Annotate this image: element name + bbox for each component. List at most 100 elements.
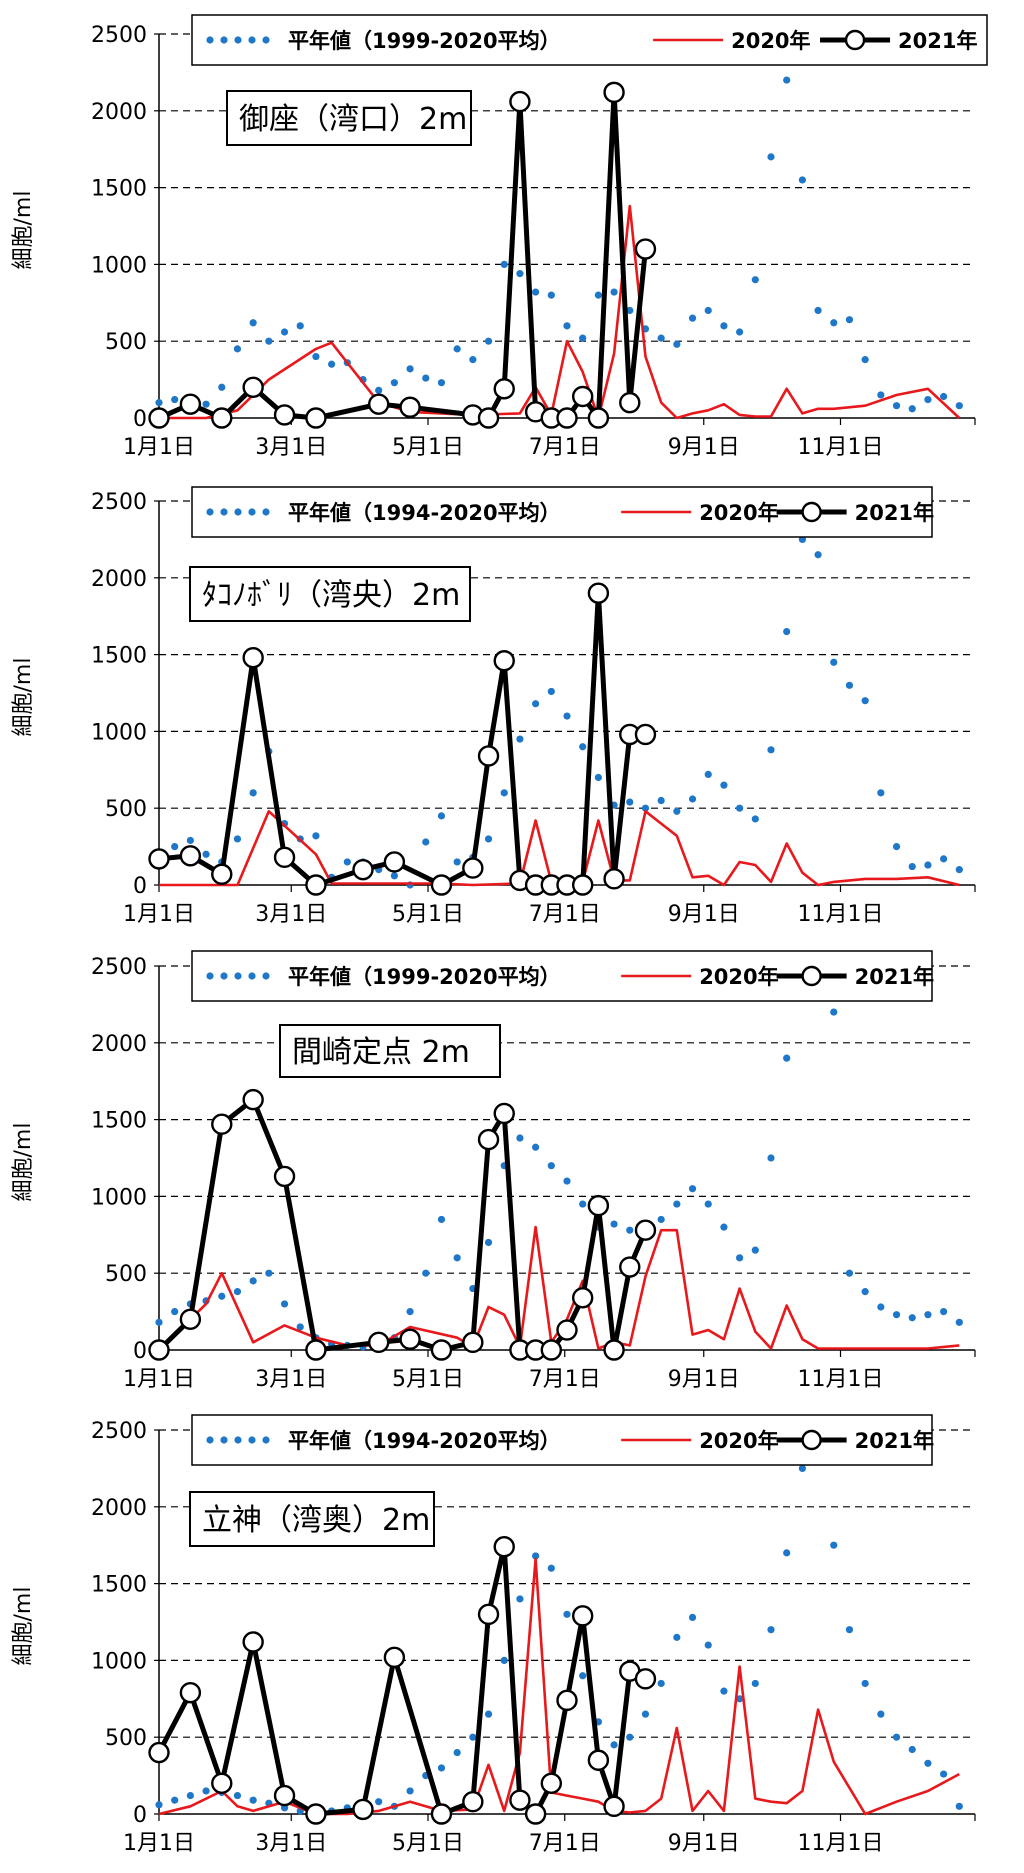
normal-year-point	[940, 1308, 948, 1316]
legend-label: 2020年	[731, 29, 810, 53]
normal-year-point	[704, 1200, 712, 1208]
legend-swatch-normal	[220, 508, 228, 516]
series-2021-marker	[273, 1165, 296, 1188]
normal-year-point	[657, 1679, 665, 1688]
normal-year-point	[532, 700, 540, 708]
normal-year-point	[845, 316, 854, 324]
normal-year-point	[202, 850, 210, 858]
series-3	[148, 1088, 657, 1361]
series-2021-marker	[352, 858, 374, 881]
series-3	[148, 81, 657, 429]
y-tick-label: 1000	[91, 253, 147, 278]
x-tick-label: 7月1日	[529, 1831, 601, 1856]
series-2021-marker	[462, 857, 484, 879]
normal-year-point	[233, 345, 242, 353]
normal-year-point	[610, 1741, 618, 1749]
normal-year-point	[390, 379, 398, 387]
x-tick-label: 1月1日	[123, 1831, 195, 1856]
normal-year-point	[375, 386, 383, 394]
series-2021-marker	[305, 1803, 327, 1825]
legend-swatch-2021-marker	[801, 1429, 822, 1451]
x-tick-label: 9月1日	[668, 1367, 740, 1392]
x-tick-label: 11月1日	[797, 1367, 883, 1392]
series-2021-marker	[148, 407, 170, 429]
normal-year-point	[563, 712, 571, 720]
series-2021-marker	[273, 404, 296, 426]
normal-year-point	[579, 334, 587, 342]
normal-year-point	[453, 858, 461, 866]
legend: 平年値（1999-2020平均） 2020年 2021年	[191, 950, 934, 1002]
legend-label: 2021年	[855, 1429, 934, 1453]
legend-label: 平年値（1999-2020平均）	[288, 29, 561, 53]
legend-label: 平年値（1999-2020平均）	[288, 965, 561, 989]
chart-panel-3: 0 500 1000 1500 2000 2500 細胞/ml 1月1日 3月1日 5月1日 7月1…	[11, 950, 976, 1392]
series-2020-line	[159, 809, 960, 887]
series-2021-marker	[634, 723, 657, 746]
series-2021-marker	[603, 81, 625, 104]
normal-year-point	[924, 395, 932, 404]
series-2021-marker	[556, 1319, 578, 1341]
legend-swatch-normal	[262, 972, 270, 980]
x-tick-label: 5月1日	[392, 902, 464, 927]
normal-year-point	[908, 1745, 916, 1754]
x-tick-label: 1月1日	[123, 1367, 195, 1392]
legend-swatch-normal	[248, 508, 256, 516]
normal-year-point	[641, 1710, 650, 1718]
chart-panel-1: 0 500 1000 1500 2000 2500 細胞/ml 1月1日 3月1日 5月1日 7月1…	[11, 14, 988, 460]
normal-year-point	[720, 781, 728, 789]
x-tick-label: 5月1日	[392, 435, 464, 460]
normal-year-point	[406, 365, 414, 373]
series-2021-line	[156, 1544, 647, 1817]
series-2021-marker	[540, 1339, 563, 1361]
series-2021-marker	[273, 1784, 296, 1807]
normal-year-point	[233, 1288, 242, 1296]
series-2021-marker	[367, 1331, 390, 1354]
y-axis-title: 細胞/ml	[11, 658, 36, 737]
normal-year-point	[280, 1300, 289, 1308]
series-2021-marker	[634, 238, 657, 260]
series-3	[148, 1536, 657, 1825]
normal-year-point	[720, 1687, 728, 1695]
normal-year-point	[516, 1595, 524, 1603]
y-tick-label: 2000	[91, 1032, 147, 1057]
normal-year-point	[892, 1733, 901, 1741]
normal-year-point	[751, 815, 759, 823]
station-label: ﾀｺﾉﾎﾞﾘ（湾央）2m	[202, 578, 460, 613]
normal-year-point	[892, 402, 901, 410]
normal-year-point	[390, 872, 398, 880]
y-tick-label: 0	[133, 1339, 147, 1364]
series-2021-marker	[179, 1681, 202, 1704]
y-tick-label: 500	[105, 1726, 147, 1751]
normal-year-point	[626, 1226, 634, 1234]
legend-label: 2020年	[699, 501, 778, 525]
series-2021-marker	[493, 1536, 515, 1558]
series-2021-marker	[587, 407, 610, 429]
y-tick-label: 1500	[91, 177, 147, 202]
normal-year-point	[688, 795, 697, 803]
normal-year-point	[532, 1552, 540, 1560]
normal-year-point	[688, 314, 697, 322]
legend-swatch-normal	[220, 1436, 228, 1444]
x-tick-label: 5月1日	[392, 1367, 464, 1392]
normal-year-point	[249, 789, 257, 797]
normal-year-point	[532, 288, 540, 296]
normal-year-point	[892, 1311, 901, 1319]
series-2021-marker	[556, 1689, 578, 1712]
normal-year-point	[343, 858, 351, 866]
legend-swatch-2021-marker	[844, 29, 866, 51]
y-axis-title: 細胞/ml	[11, 1123, 36, 1202]
normal-year-point	[249, 319, 257, 327]
y-tick-label: 500	[105, 330, 147, 355]
series-2021-marker	[273, 846, 296, 869]
normal-year-point	[155, 399, 163, 407]
normal-year-point	[328, 360, 336, 368]
normal-year-point	[704, 306, 712, 315]
normal-year-point	[798, 176, 806, 184]
normal-year-point	[453, 1254, 461, 1262]
series-2021-marker	[509, 90, 531, 113]
legend-swatch-2021-marker	[801, 965, 822, 987]
normal-year-point	[908, 1314, 916, 1322]
legend-swatch-2021-marker	[801, 501, 822, 523]
normal-year-point	[563, 1177, 571, 1185]
series-2021-marker	[352, 1798, 374, 1821]
